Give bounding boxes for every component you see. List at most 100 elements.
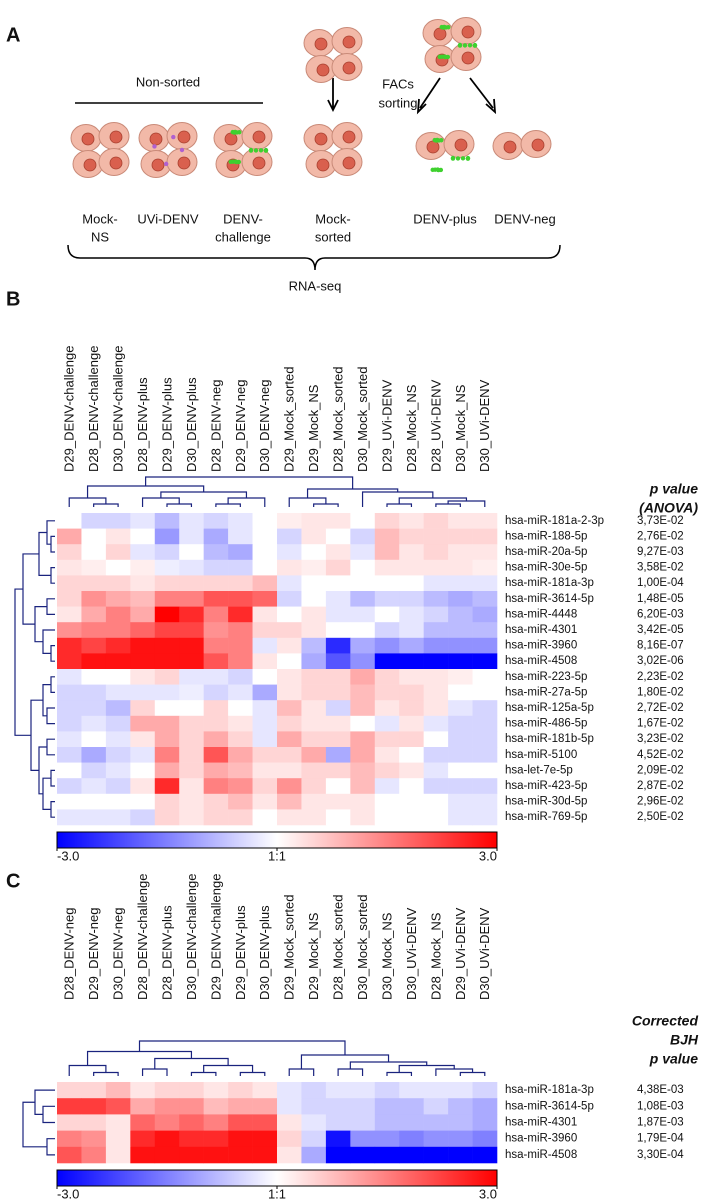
heatmap-cell (301, 793, 327, 810)
heatmap-cell (472, 684, 498, 701)
nucleus (531, 138, 545, 152)
heatmap-cell (228, 700, 253, 717)
heatmap-cell (105, 762, 131, 779)
heatmap-cell (350, 1082, 376, 1099)
heatmap-cell (448, 715, 473, 732)
p-value: 1,00E-04 (637, 577, 684, 589)
sample-label: sorted (315, 229, 351, 244)
heatmap-cell (154, 1082, 180, 1099)
heatmap-cell (81, 809, 107, 826)
heatmap-cell (130, 575, 156, 592)
dendrogram (34, 1089, 55, 1115)
heatmap-cell (203, 559, 229, 576)
heatmap-cell (472, 559, 498, 576)
p-value: 3,73E-02 (637, 515, 684, 527)
p-value: 3,23E-02 (637, 733, 684, 745)
heatmap-cell (399, 793, 424, 810)
heatmap-cell (57, 1098, 82, 1115)
heatmap-cell (448, 1146, 473, 1164)
heatmap-cell (130, 591, 156, 607)
heatmap-cell (130, 1146, 156, 1164)
heatmap-cell (374, 809, 400, 826)
heatmap-cell (57, 715, 82, 732)
column-label: D28_DENV-plus (135, 377, 150, 472)
row-label: hsa-miR-5100 (505, 749, 577, 761)
heatmap-cell (57, 622, 82, 639)
heatmap-cell (399, 606, 424, 623)
heatmap-cell (81, 513, 107, 529)
nucleus (224, 132, 238, 146)
heatmap-cell (252, 622, 278, 639)
heatmap-cell (105, 1114, 131, 1131)
heatmap-cell (228, 762, 253, 779)
virus (450, 156, 456, 161)
heatmap-cell (399, 559, 424, 576)
heatmap-cell (301, 809, 327, 826)
dendrogram (386, 503, 413, 507)
heatmap-cell (399, 591, 424, 607)
p-value: 6,20E-03 (637, 608, 684, 620)
heatmap-cell (423, 747, 449, 763)
heatmap-cell (423, 762, 449, 779)
column-label: D30_Mock_NS (453, 384, 468, 472)
heatmap-cell (203, 762, 229, 779)
heatmap-cell (203, 513, 229, 529)
nucleus (342, 61, 356, 75)
heatmap-cell (472, 809, 498, 826)
heatmap-cell (57, 731, 82, 748)
heatmap-cell (57, 809, 82, 826)
column-label: D29_Mock_NS (306, 384, 321, 472)
row-label: hsa-miR-486-5p (505, 718, 587, 730)
heatmap-cell (130, 513, 156, 529)
heatmap-cell (423, 778, 449, 795)
dendrogram (141, 497, 180, 507)
heatmap-cell (228, 778, 253, 795)
heatmap-cell (374, 700, 400, 717)
annotation-title: BJH (670, 1032, 699, 1048)
heatmap-cell (448, 653, 473, 670)
heatmap-cell (399, 575, 424, 592)
heatmap-cell (81, 700, 107, 717)
sample-label: Mock- (315, 211, 350, 226)
heatmap-cell (252, 700, 278, 717)
heatmap-cell (350, 762, 376, 779)
heatmap-cell (130, 559, 156, 576)
heatmap-cell (252, 1130, 278, 1148)
heatmap-cell (203, 544, 229, 561)
row-label: hsa-miR-3614-5p (505, 593, 594, 605)
uv-virus (171, 134, 176, 140)
nucleus (461, 25, 475, 39)
nucleus (81, 132, 95, 146)
dendrogram (215, 503, 241, 507)
heatmap-cell (472, 669, 498, 685)
dendrogram (50, 676, 55, 693)
heatmap-cell (81, 684, 107, 701)
heatmap-cell (130, 1082, 156, 1099)
heatmap-cell (301, 606, 327, 623)
heatmap-cell (154, 762, 180, 779)
heatmap-cell (57, 513, 82, 529)
dendrogram (46, 598, 55, 615)
heatmap-cell (423, 591, 449, 607)
heatmap-cell (228, 637, 253, 654)
row-label: hsa-miR-4301 (505, 624, 577, 636)
column-label: D29_DENV-plus (233, 905, 248, 1000)
heatmap-cell (423, 1114, 449, 1131)
p-value: 8,16E-07 (637, 640, 684, 652)
p-value: 1,79E-04 (637, 1133, 684, 1145)
heatmap-cell (81, 1146, 107, 1164)
heatmap-cell (325, 793, 351, 810)
dendrogram (68, 497, 107, 507)
dendrogram (46, 1138, 55, 1156)
heatmap-cell (252, 684, 278, 701)
dendrogram (50, 801, 55, 818)
heatmap-cell (325, 544, 351, 561)
heatmap-cell (203, 684, 229, 701)
heatmap-cell (130, 637, 156, 654)
dendrogram (160, 491, 248, 498)
nucleus (433, 27, 447, 41)
row-label: hsa-miR-181a-2-3p (505, 515, 604, 527)
heatmap-cell (448, 1130, 473, 1148)
heatmap-cell (448, 793, 473, 810)
heatmap-cell (252, 637, 278, 654)
